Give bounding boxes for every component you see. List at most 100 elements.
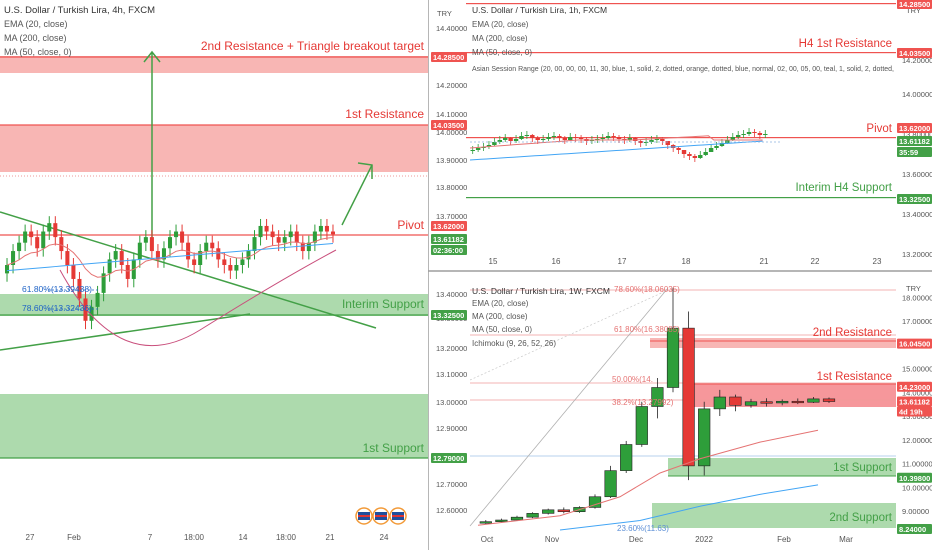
price-tick-label: 11.00000 xyxy=(902,460,932,469)
time-tick-label: 7 xyxy=(148,533,153,542)
candle-body xyxy=(526,513,539,518)
time-tick-label: 15 xyxy=(489,257,498,266)
candle-body xyxy=(708,148,714,152)
candle-body xyxy=(735,135,741,137)
candle-body xyxy=(729,396,742,406)
price-badge-label: 14.28500 xyxy=(899,0,930,9)
price-badge xyxy=(897,0,932,9)
left-price-axis-labels[interactable]: 14.4000014.3000014.2000014.1000014.00000… xyxy=(431,24,467,515)
candle-body xyxy=(318,225,323,232)
candle-body xyxy=(125,265,130,279)
left-chart-4h[interactable]: 14.4000014.3000014.2000014.1000014.00000… xyxy=(0,0,467,550)
candle-body xyxy=(568,137,573,140)
candle-body xyxy=(258,225,263,238)
candle-body xyxy=(71,265,76,279)
label-h4-res: H4 1st Resistance xyxy=(799,38,892,50)
bottom-right-chart-1w[interactable]: U.S. Dollar / Turkish Lira, 1W, FXCM EMA… xyxy=(469,284,932,544)
candle-body xyxy=(282,237,287,243)
ma200-line xyxy=(6,242,334,272)
title-br: U.S. Dollar / Turkish Lira, 1W, FXCM xyxy=(472,286,610,296)
currency-tr: TRY xyxy=(906,6,921,15)
candle-body xyxy=(654,139,660,140)
candle-body xyxy=(492,142,497,145)
indicator-left-1: EMA (20, close) xyxy=(4,19,68,29)
sup1-zone-weekly xyxy=(668,458,896,476)
top-right-price-axis[interactable]: 14.20000 14.00000 13.80000 13.60000 13.40000… xyxy=(897,0,932,259)
candle-body xyxy=(294,231,299,243)
price-badge xyxy=(897,381,932,392)
candle-body xyxy=(698,408,711,467)
top-right-chart-1h[interactable]: U.S. Dollar / Turkish Lira, 1h, FXCM EMA… xyxy=(466,0,932,266)
title-left: U.S. Dollar / Turkish Lira, 4h, FXCM xyxy=(4,5,155,16)
candle-body xyxy=(822,398,836,402)
candle-body xyxy=(519,136,524,139)
price-badge xyxy=(431,120,467,130)
label-pivot: Pivot xyxy=(397,218,424,232)
price-tick-label: 13.20000 xyxy=(902,250,932,259)
indicator-br-1: EMA (20, close) xyxy=(472,299,529,308)
label-res1: 1st Resistance xyxy=(345,107,424,121)
indicator-br-3: MA (50, close, 0) xyxy=(472,325,532,334)
price-tick-label: 12.60000 xyxy=(436,506,467,515)
indicator-left-2: MA (200, close) xyxy=(4,33,67,43)
price-tick-label: 13.00000 xyxy=(902,412,932,421)
candle-body xyxy=(588,496,602,508)
price-badge xyxy=(431,310,467,320)
price-badge xyxy=(897,472,932,483)
fib-left-2: 78.60%(13.32436) xyxy=(22,303,92,313)
candle-body xyxy=(41,231,46,249)
candle-body xyxy=(222,259,227,265)
candle-body xyxy=(143,237,148,243)
candle-body xyxy=(53,223,58,238)
candle-body xyxy=(198,251,203,265)
candle-body xyxy=(252,237,257,252)
price-tick-label: 13.60000 xyxy=(902,170,932,179)
candle-body xyxy=(714,146,719,148)
price-badge-label: 13.61182 xyxy=(899,397,930,406)
candle-body xyxy=(681,150,687,154)
candle-body xyxy=(479,521,492,524)
candle-body xyxy=(11,251,16,265)
price-badge-label: 13.62000 xyxy=(899,124,930,133)
candle-body xyxy=(551,136,557,137)
candle-body xyxy=(137,242,142,260)
candle-body xyxy=(216,248,221,260)
resistance-1-zone xyxy=(0,125,428,172)
top-right-time-axis[interactable]: 15 16 17 18 21 22 23 xyxy=(489,257,882,266)
label-target: 2nd Resistance + Triangle breakout targe… xyxy=(201,39,425,53)
candle-body xyxy=(540,139,546,140)
res2-zone xyxy=(650,338,896,348)
price-tick-label: 18.00000 xyxy=(902,293,932,302)
left-time-axis[interactable]: 27 Feb 7 18:00 14 18:00 21 24 xyxy=(26,533,389,542)
time-tick-label: 14 xyxy=(239,533,248,542)
indicator-tr-2: MA (200, close) xyxy=(472,34,528,43)
label-br-sup1: 1st Support xyxy=(833,462,893,474)
fib-trend-line-2 xyxy=(469,289,669,381)
time-tick-label: 27 xyxy=(26,533,35,542)
candle-body xyxy=(77,278,82,299)
candle-body xyxy=(210,242,215,249)
bottom-right-time-axis[interactable]: Oct Nov Dec 2022 Feb Mar xyxy=(481,535,853,544)
projection-arrow-head xyxy=(357,162,373,179)
candle-body xyxy=(306,242,311,252)
candle-body xyxy=(59,237,64,252)
candle-body xyxy=(682,327,695,467)
candle-body xyxy=(192,259,197,265)
economic-event-icons[interactable] xyxy=(355,507,407,525)
candle-body xyxy=(503,138,508,140)
candle-body xyxy=(101,273,106,293)
candle-body xyxy=(746,132,752,134)
candle-body xyxy=(35,237,40,249)
price-badge-label: 8.24000 xyxy=(899,525,926,534)
price-badge-label: 14.28500 xyxy=(433,53,464,62)
indicator-tr-3: MA (50, close, 0) xyxy=(472,48,532,57)
price-badge-label: 10.39800 xyxy=(899,474,930,483)
support-1-zone xyxy=(0,394,428,458)
fib-left-1: 61.80%(13.39438) xyxy=(22,284,92,294)
candle-body xyxy=(542,509,555,514)
price-badge xyxy=(431,234,467,244)
bottom-right-price-axis[interactable]: 18.0000017.0000016.0000015.0000014.00000… xyxy=(897,293,932,535)
price-badge-label: 14.23000 xyxy=(899,383,930,392)
price-tick-label: 13.00000 xyxy=(436,398,467,407)
price-badge-label: 4d 19h xyxy=(899,407,923,416)
